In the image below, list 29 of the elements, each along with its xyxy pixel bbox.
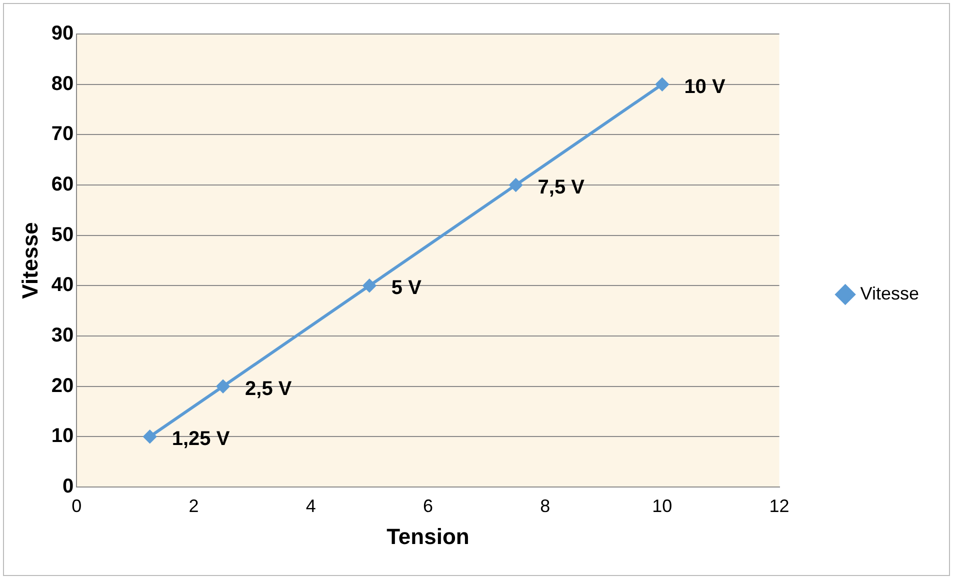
x-tick-label: 6 bbox=[422, 496, 433, 516]
y-tick-label: 10 bbox=[51, 425, 74, 448]
point bbox=[656, 78, 669, 91]
y-tick-label: 30 bbox=[51, 324, 74, 347]
x-tick-label: 8 bbox=[540, 496, 550, 516]
y-tick-label: 20 bbox=[51, 374, 74, 397]
y-tick-label: 60 bbox=[51, 174, 74, 196]
x-tick-label: 2 bbox=[188, 496, 199, 516]
point bbox=[362, 279, 376, 292]
x-axis-title: Tension bbox=[386, 524, 470, 549]
point bbox=[509, 178, 522, 192]
annotation: 10 V bbox=[684, 76, 726, 98]
legend-label: Vitesse bbox=[860, 283, 919, 304]
annotation: 5 V bbox=[391, 277, 422, 300]
annotation: 7,5 V bbox=[538, 176, 586, 199]
x-tick-label: 12 bbox=[769, 496, 790, 516]
y-tick-label: 0 bbox=[62, 476, 74, 498]
x-tick-label: 4 bbox=[306, 496, 316, 516]
x-tick-label: 10 bbox=[652, 496, 672, 516]
y-tick-label: 40 bbox=[51, 274, 74, 296]
y-tick-label: 90 bbox=[51, 22, 74, 45]
y-axis-title: Vitesse bbox=[17, 222, 42, 299]
y-tick-label: 70 bbox=[51, 123, 74, 146]
y-tick-label: 80 bbox=[51, 72, 74, 95]
annotation: 1,25 V bbox=[172, 428, 230, 450]
point bbox=[143, 430, 156, 444]
annotation: 2,5 V bbox=[245, 378, 292, 400]
y-tick-label: 50 bbox=[51, 224, 74, 246]
point bbox=[216, 380, 230, 393]
